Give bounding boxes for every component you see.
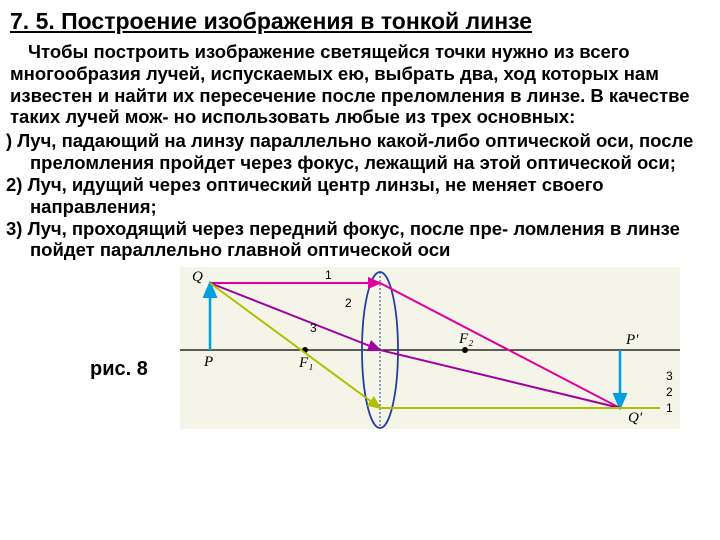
svg-text:Q: Q <box>192 269 203 285</box>
intro-paragraph: Чтобы построить изображение светящейся т… <box>10 41 710 128</box>
svg-text:2: 2 <box>345 296 352 310</box>
svg-text:1: 1 <box>325 268 332 282</box>
svg-text:3: 3 <box>310 321 317 335</box>
svg-text:3: 3 <box>666 369 673 383</box>
svg-text:F₁: F₁ <box>298 355 313 371</box>
list-item-2: 2) Луч, идущий через оптический центр ли… <box>10 174 710 218</box>
section-heading: 7. 5. Построение изображения в тонкой ли… <box>10 8 710 35</box>
lens-diagram: QQ'PP'F₁F₂123321 <box>180 263 700 435</box>
figure-container: рис. 8 QQ'PP'F₁F₂123321 <box>10 263 710 435</box>
svg-text:Q': Q' <box>628 410 643 426</box>
svg-text:F₂: F₂ <box>458 331 473 347</box>
svg-text:P: P <box>203 354 213 370</box>
svg-text:2: 2 <box>666 385 673 399</box>
list-item-1: ) Луч, падающий на линзу параллельно как… <box>10 130 710 174</box>
svg-text:1: 1 <box>666 401 673 415</box>
figure-caption: рис. 8 <box>90 358 148 381</box>
svg-text:P': P' <box>625 332 639 348</box>
list-item-3: 3) Луч, проходящий через передний фокус,… <box>10 218 710 262</box>
